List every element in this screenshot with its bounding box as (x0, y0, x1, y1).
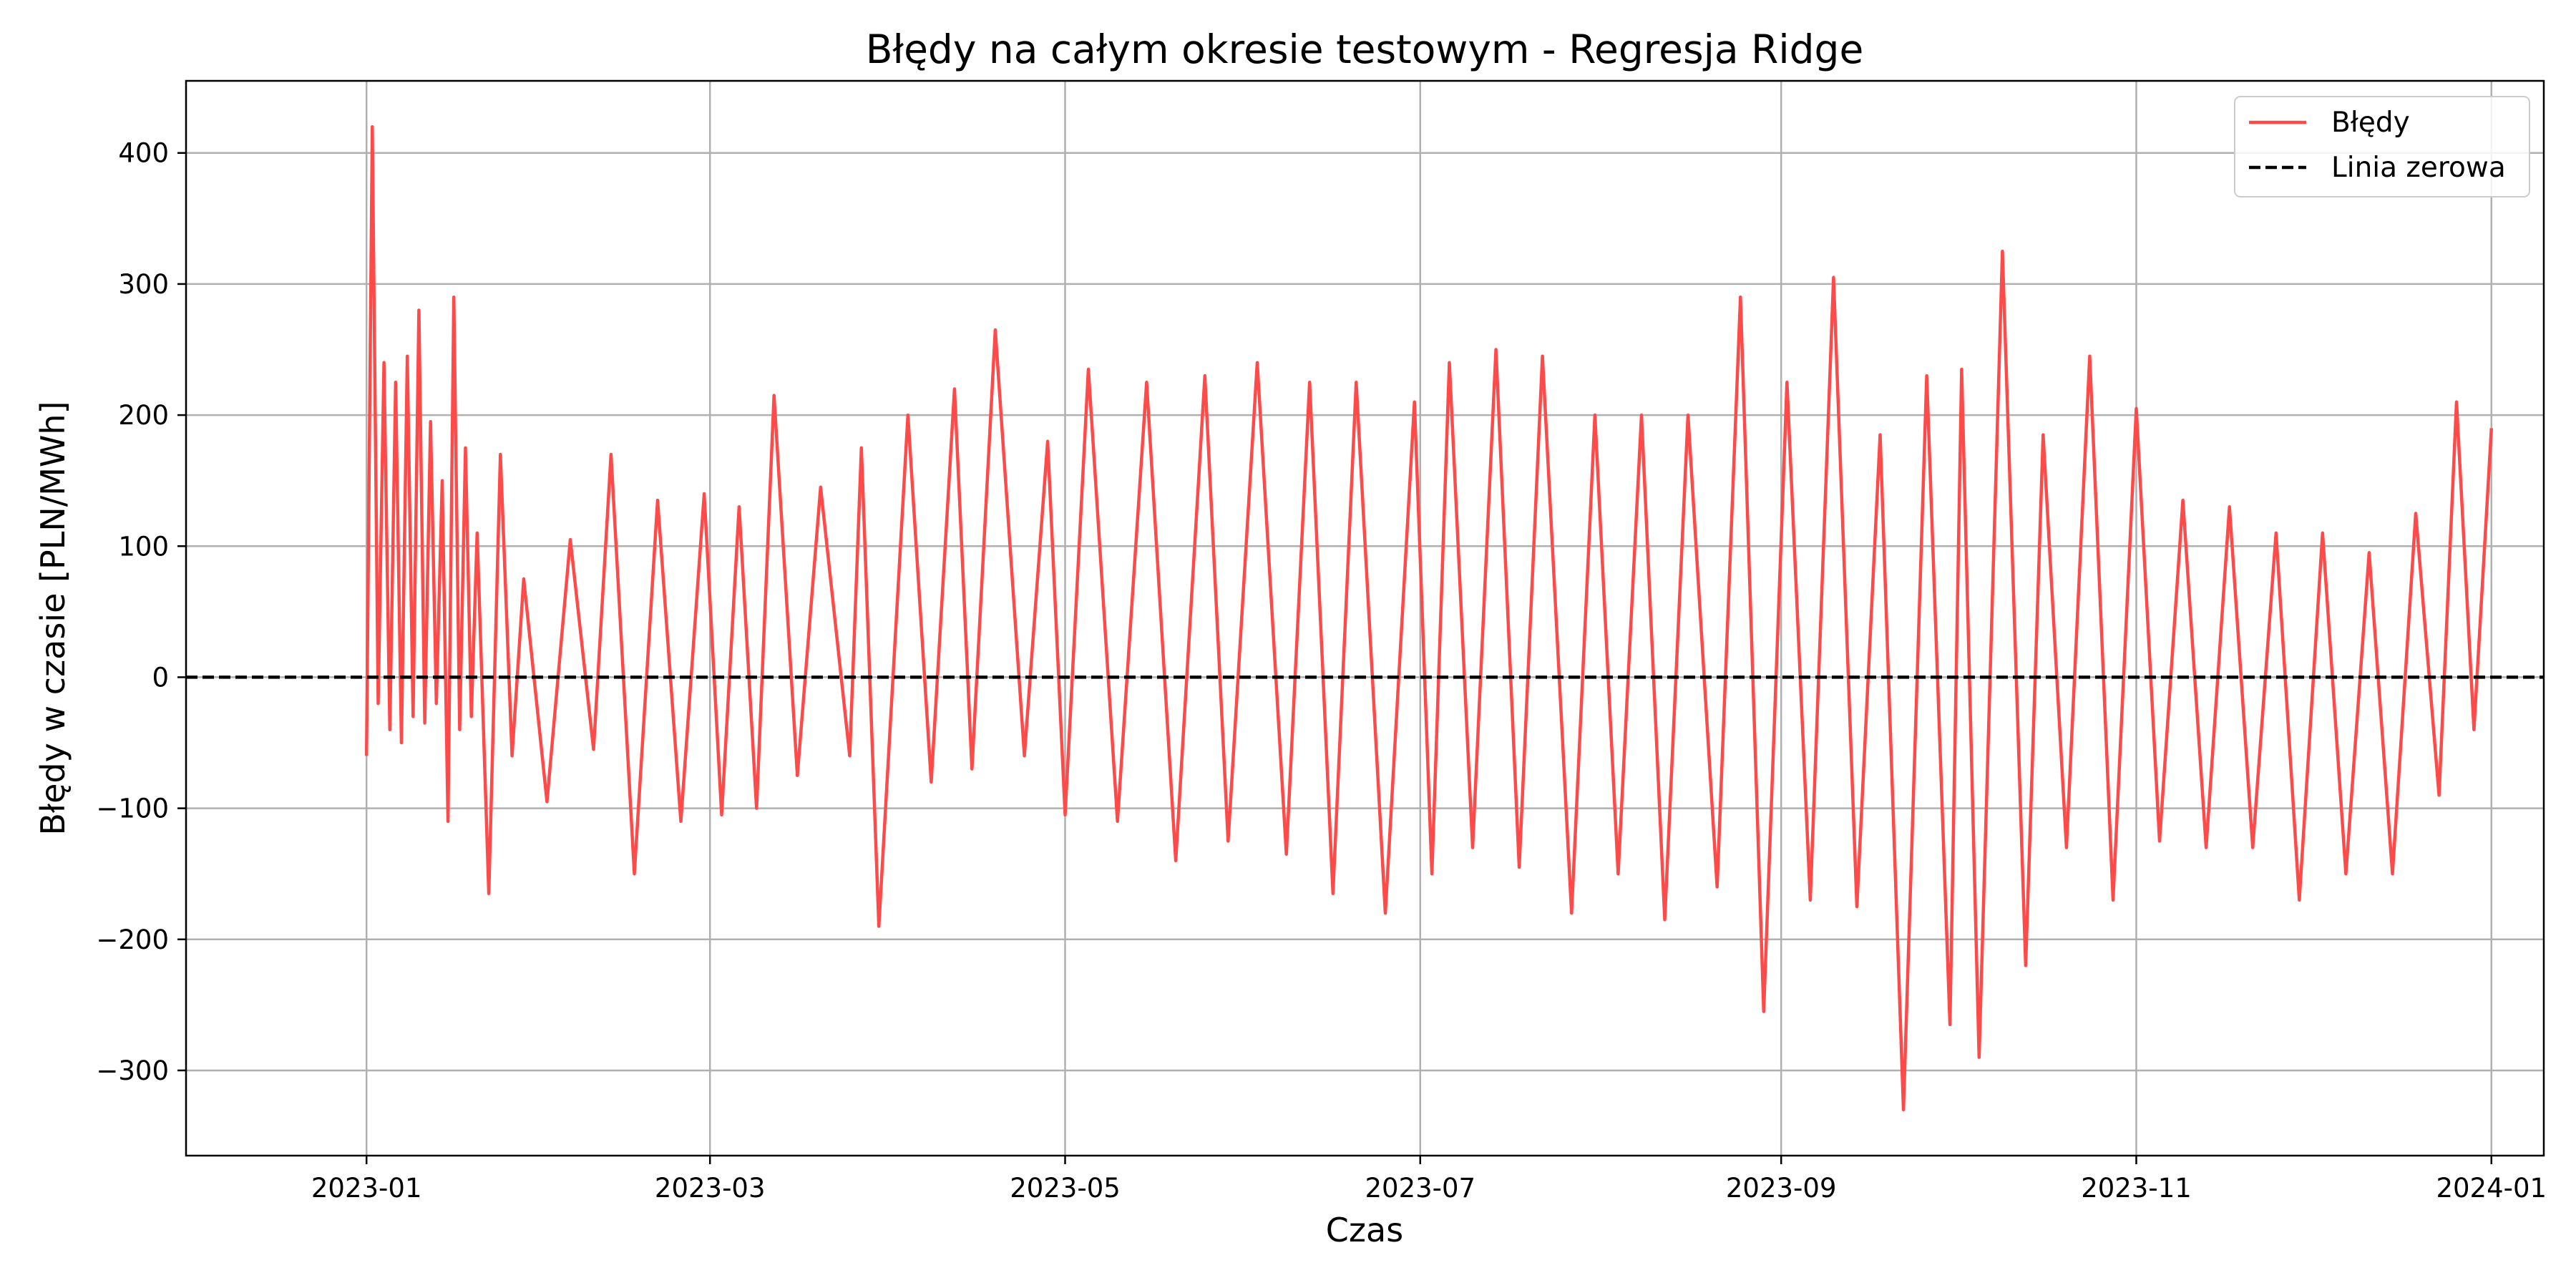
x-tick-label: 2023-09 (1726, 1173, 1837, 1204)
y-axis-label: Błędy w czasie [PLN/MWh] (34, 401, 72, 835)
y-tick-label: −300 (96, 1055, 169, 1086)
y-axis: 400 300 200 100 0 −100 −200 −300 (96, 138, 186, 1086)
grid-lines (186, 81, 2544, 1156)
errors-series-line (364, 125, 2494, 1112)
x-tick-label: 2024-01 (2436, 1173, 2547, 1204)
x-axis: 2023-01 2023-03 2023-05 2023-07 2023-09 2023-… (311, 1156, 2547, 1204)
y-tick-label: 300 (118, 269, 169, 300)
plot-frame (185, 79, 2545, 1157)
x-tick-label: 2023-03 (655, 1173, 766, 1204)
x-tick-label: 2023-05 (1010, 1173, 1121, 1204)
plot-area (186, 125, 2544, 1112)
x-axis-label: Czas (1326, 1211, 1403, 1249)
legend-zero-line-label: Linia zerowa (2331, 152, 2506, 184)
chart-title: Błędy na całym okresie testowym - Regres… (866, 26, 1864, 72)
y-tick-label: 100 (118, 531, 169, 562)
legend: Błędy Linia zerowa (2234, 96, 2530, 197)
x-tick-label: 2023-01 (311, 1173, 422, 1204)
y-tick-label: −200 (96, 924, 169, 955)
x-tick-label: 2023-11 (2081, 1173, 2192, 1204)
legend-errors-label: Błędy (2331, 107, 2410, 139)
y-tick-label: 0 (152, 662, 169, 693)
y-tick-label: −100 (96, 794, 169, 824)
y-tick-label: 400 (118, 138, 169, 169)
y-tick-label: 200 (118, 400, 169, 431)
legend-box (2234, 96, 2530, 197)
x-tick-label: 2023-07 (1365, 1173, 1475, 1204)
